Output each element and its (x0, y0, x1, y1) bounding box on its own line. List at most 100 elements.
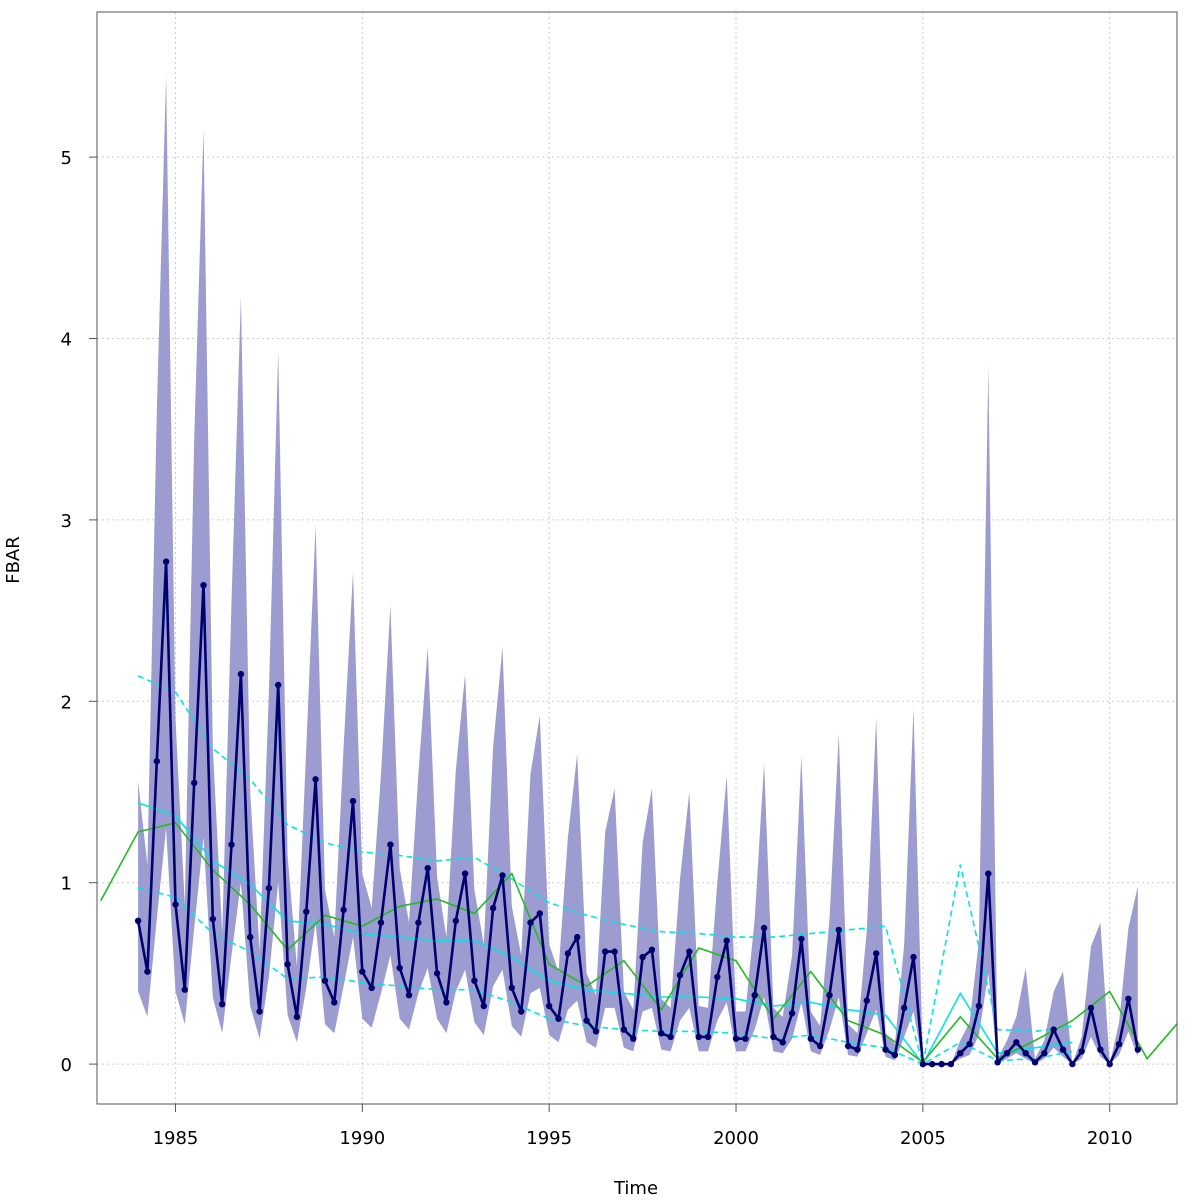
quarterly-point (527, 919, 534, 926)
quarterly-point (994, 1059, 1001, 1066)
quarterly-point (704, 1033, 712, 1041)
x-tick-label-2010: 2010 (1087, 1128, 1133, 1149)
plot-frame (96, 11, 1178, 1105)
quarterly-point (172, 901, 179, 908)
x-axis-title: Time (613, 1178, 658, 1199)
quarterly-point (816, 1042, 824, 1050)
x-tick-label-1985: 1985 (153, 1128, 199, 1149)
quarterly-point (209, 915, 216, 923)
quarterly-point (1097, 1046, 1104, 1053)
quarterly-point (760, 924, 768, 932)
y-tick-label-0: 0 (61, 1055, 72, 1076)
quarterly-point (564, 950, 572, 957)
cyan-lower-line (137, 887, 1073, 1065)
quarterly-point (947, 1060, 955, 1068)
quarterly-point (658, 1030, 665, 1037)
quarterly-point (714, 973, 721, 981)
quarterly-point (583, 1017, 590, 1024)
band-area (138, 75, 1138, 1065)
quarterly-point (303, 908, 310, 915)
y-axis: 0 1 2 3 4 5 (61, 148, 97, 1076)
quarterly-point (770, 1033, 777, 1041)
quarterly-point (340, 906, 347, 914)
quarterly-point (228, 841, 235, 848)
quarterly-point (480, 1002, 487, 1010)
quarterly-point (611, 948, 618, 955)
quarterly-point (891, 1051, 899, 1059)
quarterly-point (405, 992, 413, 999)
quarterly-point (312, 776, 319, 783)
quarterly-point (854, 1046, 861, 1053)
quarterly-point (630, 1035, 637, 1042)
quarterly-point (321, 977, 329, 984)
x-tick-label-2005: 2005 (900, 1128, 946, 1149)
quarterly-point (368, 984, 375, 992)
x-tick-label-1995: 1995 (526, 1128, 572, 1149)
uncertainty-band (138, 75, 1138, 1065)
quarterly-point (1041, 1050, 1048, 1057)
quarterly-point (648, 946, 656, 953)
quarterly-point (844, 1042, 852, 1050)
y-tick-label-3: 3 (61, 511, 72, 532)
quarterly-point (667, 1033, 674, 1041)
quarterly-point (1115, 1040, 1123, 1048)
quarterly-point (1134, 1046, 1142, 1053)
quarterly-point (555, 1015, 562, 1022)
quarterly-point (443, 999, 450, 1006)
quarterly-point (508, 984, 515, 992)
quarterly-point (751, 992, 758, 999)
cyan-series-group (137, 675, 1073, 1066)
quarterly-point (144, 968, 151, 975)
y-tick-label-4: 4 (61, 330, 72, 351)
quarterly-point (359, 968, 366, 975)
quarterly-series-group (134, 558, 1142, 1068)
quarterly-point (957, 1050, 964, 1057)
quarterly-point (835, 926, 842, 934)
y-tick-label-1: 1 (61, 874, 72, 895)
quarterly-point (265, 884, 273, 892)
quarterly-line (136, 560, 1140, 1066)
quarterly-point (695, 1033, 702, 1041)
quarterly-point (275, 681, 282, 689)
quarterly-point (873, 950, 880, 957)
x-axis: 1985 1990 1995 2000 2005 2010 (153, 1104, 1133, 1149)
quarterly-point (742, 1035, 749, 1042)
quarterly-point (966, 1040, 973, 1048)
quarterly-point (433, 970, 441, 977)
y-tick-label-5: 5 (61, 148, 72, 169)
quarterly-point (247, 933, 254, 941)
y-axis-title: FBAR (3, 536, 24, 584)
quarterly-point (219, 1001, 226, 1008)
quarterly-point (471, 977, 478, 984)
quarterly-point (676, 972, 684, 979)
quarterly-point (910, 953, 917, 961)
quarterly-point (1106, 1060, 1113, 1068)
quarterly-point (1022, 1050, 1029, 1057)
quarterly-point (349, 797, 357, 805)
quarterly-point (396, 964, 403, 972)
quarterly-point (1050, 1026, 1057, 1033)
quarterly-point (518, 1008, 525, 1015)
quarterly-point (686, 948, 693, 955)
quarterly-point (452, 917, 459, 924)
quarterly-point (863, 997, 870, 1004)
quarterly-point (153, 758, 160, 765)
quarterly-point (461, 870, 469, 877)
quarterly-point (732, 1035, 740, 1042)
quarterly-point (1013, 1039, 1020, 1046)
plot-border (96, 11, 1178, 1105)
quarterly-point (723, 937, 730, 944)
quarterly-point (134, 917, 142, 924)
quarterly-point (620, 1026, 628, 1033)
quarterly-point (191, 779, 198, 787)
quarterly-point (387, 841, 394, 848)
quarterly-point (826, 992, 833, 999)
quarterly-point (798, 935, 805, 943)
quarterly-point (181, 986, 188, 993)
quarterly-point (929, 1060, 936, 1068)
quarterly-point (1003, 1050, 1011, 1057)
x-tick-label-2000: 2000 (713, 1128, 759, 1149)
quarterly-point (1078, 1048, 1085, 1055)
quarterly-point (602, 948, 609, 955)
quarterly-point (200, 582, 207, 589)
